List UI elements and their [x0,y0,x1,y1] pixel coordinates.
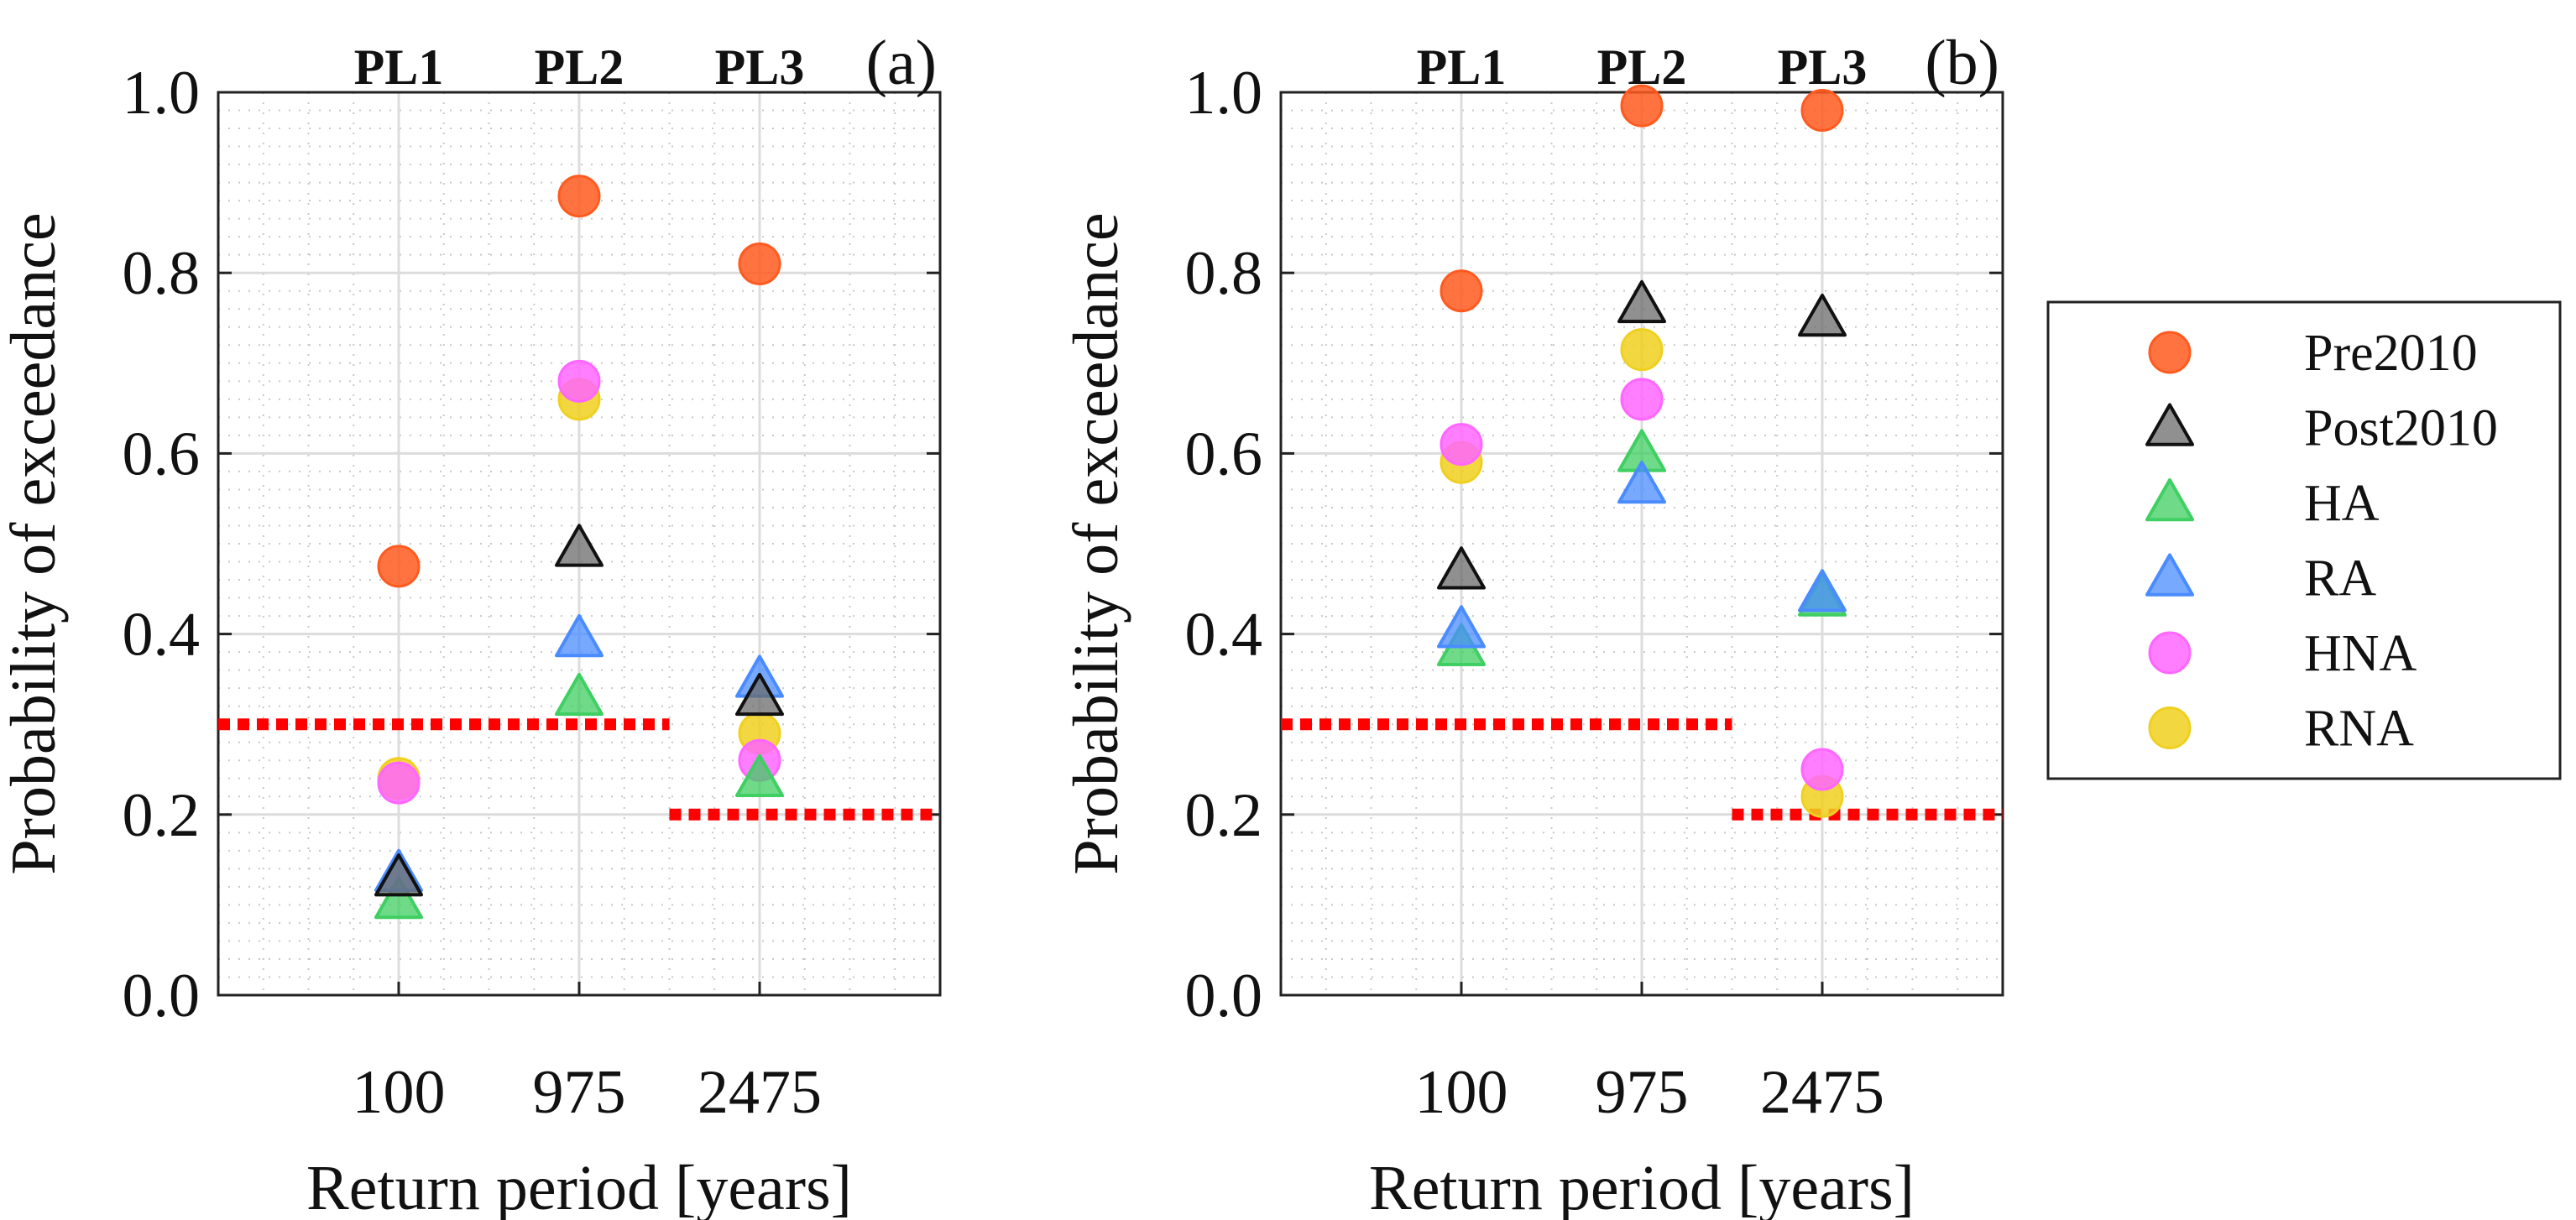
point-hna [1620,378,1664,421]
x-tick-label: 100 [353,1058,446,1127]
point-post2010 [374,853,423,897]
x-axis-label: Return period [years] [1369,1153,1915,1220]
point-post2010 [1437,546,1486,590]
x-tick-label: 100 [1415,1058,1508,1127]
y-tick-label: 0.8 [123,239,201,308]
panel-tag: (a) [866,28,937,98]
point-ha [735,753,784,798]
point-hna [557,359,601,403]
performance-level-label: PL2 [535,39,624,95]
chart-panel-a: 0.0 0.2 0.4 0.6 0.8 1.0 100 975 2475 PL1 PL2 PL3 (a)… [0,28,942,1220]
y-tick-label: 0.0 [123,962,201,1030]
performance-level-label: PL3 [715,39,805,95]
x-tick-label: 2475 [698,1058,822,1127]
panel-tag: (b) [1925,28,1999,98]
legend: Pre2010 Post2010 HA RA HNA RNA [2046,300,2562,780]
y-tick-label: 1.0 [123,59,201,128]
point-pre2010 [1440,269,1483,313]
x-tick-label: 2475 [1760,1058,1884,1127]
legend-label: RNA [2304,701,2414,758]
point-rna [1620,328,1664,372]
y-tick-label: 0.4 [123,601,201,670]
legend-marker-post2010 [2145,403,2194,446]
legend-marker-ha [2145,478,2194,522]
performance-level-label: PL1 [1417,39,1507,95]
point-hna [1440,423,1483,467]
point-ra [555,613,604,658]
legend-marker-pre2010 [2148,331,2192,374]
y-tick-label: 0.0 [1185,962,1263,1030]
x-tick-label: 975 [533,1058,626,1127]
x-axis-label: Return period [years] [306,1153,852,1220]
point-post2010 [555,524,604,567]
y-tick-label: 0.6 [123,420,201,488]
legend-box [2046,300,2562,780]
y-tick-label: 0.8 [1185,239,1263,308]
point-post2010 [1617,279,1666,324]
y-axis-label: Probability of exceedance [1061,212,1131,874]
legend-label: RA [2304,550,2376,607]
y-tick-label: 0.2 [123,781,201,850]
x-tick-label: 975 [1596,1058,1689,1127]
legend-label: Pre2010 [2304,325,2478,382]
legend-marker-hna [2148,631,2192,675]
legend-marker-ra [2145,553,2194,597]
point-ra [1617,461,1666,504]
legend-label: Post2010 [2304,400,2498,457]
point-pre2010 [1800,89,1844,133]
point-pre2010 [738,242,781,285]
y-tick-label: 0.4 [1185,601,1263,670]
legend-label: HNA [2304,625,2417,682]
point-hna [377,761,421,805]
y-axis-label: Probability of exceedance [0,212,69,874]
legend-label: HA [2304,475,2380,532]
point-hna [1800,748,1844,791]
point-ha [374,876,423,920]
point-pre2010 [377,545,421,588]
performance-level-label: PL1 [354,39,444,95]
legend-marker-rna [2148,706,2192,749]
point-ra [1798,569,1847,613]
point-pre2010 [1620,84,1664,128]
y-tick-label: 0.2 [1185,781,1263,850]
point-ra [1437,605,1486,649]
point-pre2010 [557,175,601,218]
point-post2010 [1798,294,1847,337]
point-ha [555,672,604,717]
y-tick-label: 1.0 [1185,59,1263,128]
point-post2010 [735,672,784,717]
performance-level-label: PL3 [1778,39,1868,95]
y-tick-label: 0.6 [1185,420,1263,488]
